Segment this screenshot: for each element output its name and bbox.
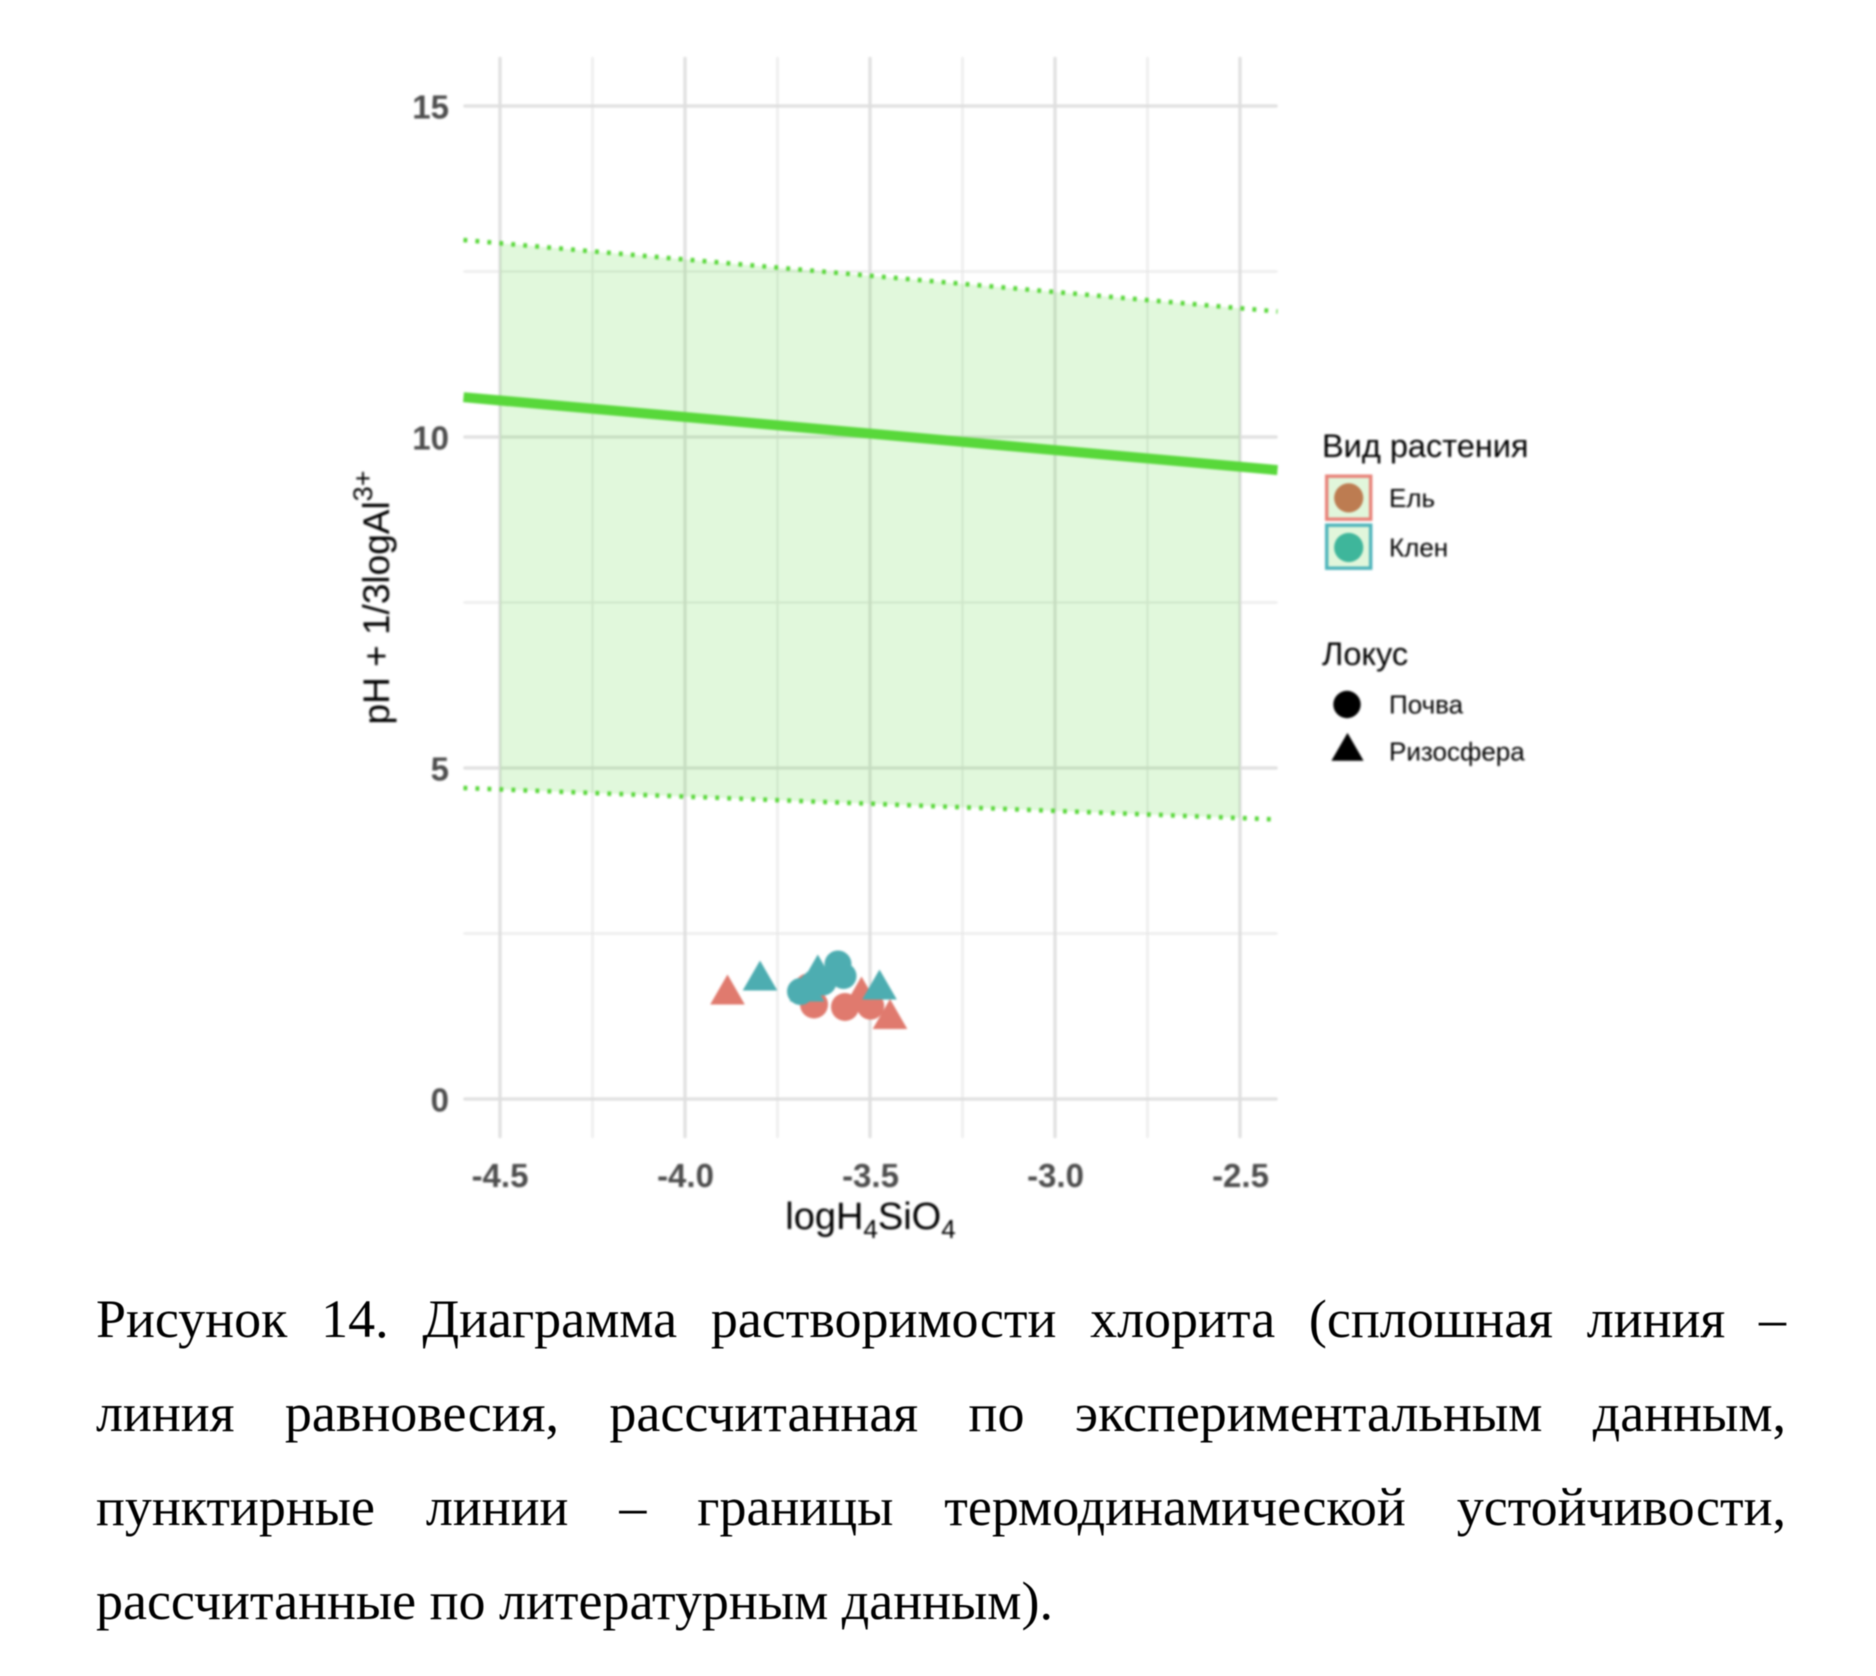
svg-text:Локус: Локус (1322, 636, 1408, 672)
svg-text:10: 10 (412, 420, 449, 457)
svg-text:Вид растения: Вид растения (1322, 428, 1529, 464)
svg-text:Ризосфера: Ризосфера (1389, 737, 1525, 767)
svg-text:5: 5 (431, 751, 449, 788)
svg-text:-3.5: -3.5 (842, 1157, 899, 1194)
svg-text:15: 15 (412, 89, 449, 126)
svg-text:logH4SiO4: logH4SiO4 (785, 1196, 955, 1244)
svg-text:Ель: Ель (1389, 483, 1435, 513)
svg-text:-2.5: -2.5 (1212, 1157, 1269, 1194)
svg-text:-4.5: -4.5 (472, 1157, 529, 1194)
svg-text:Клен: Клен (1389, 533, 1448, 563)
svg-text:pH + 1/3logAl3+: pH + 1/3logAl3+ (348, 471, 397, 725)
svg-text:-3.0: -3.0 (1027, 1157, 1084, 1194)
svg-text:-4.0: -4.0 (657, 1157, 714, 1194)
svg-text:Почва: Почва (1389, 690, 1464, 720)
svg-text:0: 0 (431, 1082, 449, 1119)
